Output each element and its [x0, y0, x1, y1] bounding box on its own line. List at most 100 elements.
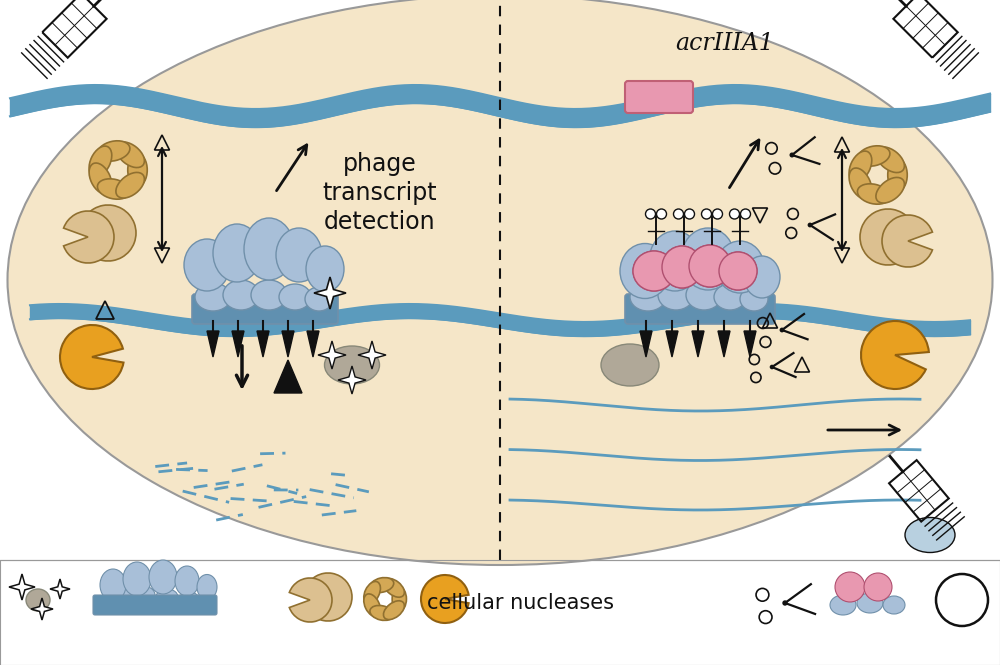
Wedge shape — [64, 211, 114, 263]
Ellipse shape — [179, 592, 199, 606]
Circle shape — [684, 209, 694, 219]
Circle shape — [656, 209, 666, 219]
FancyBboxPatch shape — [625, 294, 775, 324]
Ellipse shape — [195, 283, 231, 311]
Ellipse shape — [857, 184, 890, 204]
Polygon shape — [666, 331, 678, 357]
Ellipse shape — [213, 224, 261, 282]
Ellipse shape — [835, 572, 865, 602]
Circle shape — [702, 209, 712, 219]
Wedge shape — [305, 573, 352, 621]
Ellipse shape — [100, 569, 126, 601]
FancyBboxPatch shape — [93, 595, 217, 615]
Ellipse shape — [857, 146, 890, 166]
Ellipse shape — [714, 284, 746, 310]
Text: cellular nucleases: cellular nucleases — [427, 593, 614, 613]
Ellipse shape — [905, 517, 955, 553]
Polygon shape — [282, 331, 294, 357]
Ellipse shape — [197, 575, 217, 600]
Circle shape — [808, 223, 812, 227]
Ellipse shape — [370, 578, 394, 593]
Ellipse shape — [8, 0, 992, 565]
Polygon shape — [358, 341, 386, 369]
Ellipse shape — [888, 158, 907, 192]
Text: acrIIIA1: acrIIIA1 — [675, 31, 774, 55]
Wedge shape — [289, 578, 332, 622]
Polygon shape — [692, 331, 704, 357]
Ellipse shape — [131, 586, 155, 604]
Circle shape — [712, 209, 722, 219]
Polygon shape — [338, 366, 366, 394]
Ellipse shape — [364, 581, 380, 604]
Ellipse shape — [175, 566, 199, 596]
Ellipse shape — [223, 280, 259, 310]
Circle shape — [783, 601, 787, 605]
Ellipse shape — [116, 172, 144, 198]
Wedge shape — [860, 209, 914, 265]
Ellipse shape — [276, 228, 322, 282]
Wedge shape — [421, 575, 469, 623]
Polygon shape — [640, 331, 652, 357]
Ellipse shape — [876, 178, 904, 203]
Ellipse shape — [689, 245, 731, 287]
Ellipse shape — [633, 251, 675, 291]
Ellipse shape — [744, 256, 780, 298]
Ellipse shape — [649, 231, 701, 291]
Ellipse shape — [633, 251, 675, 291]
Circle shape — [674, 209, 684, 219]
Ellipse shape — [719, 252, 757, 290]
Ellipse shape — [849, 168, 872, 199]
Ellipse shape — [716, 241, 764, 293]
Polygon shape — [318, 341, 346, 369]
Ellipse shape — [857, 593, 883, 613]
Ellipse shape — [689, 245, 731, 287]
Ellipse shape — [306, 246, 344, 292]
Wedge shape — [82, 205, 136, 261]
Ellipse shape — [325, 346, 380, 384]
Circle shape — [740, 209, 750, 219]
FancyBboxPatch shape — [0, 560, 1000, 665]
Ellipse shape — [305, 287, 333, 311]
Ellipse shape — [244, 218, 294, 280]
Polygon shape — [257, 331, 269, 357]
Ellipse shape — [184, 239, 230, 291]
Ellipse shape — [849, 151, 872, 182]
Ellipse shape — [108, 588, 132, 606]
Polygon shape — [9, 574, 35, 600]
Ellipse shape — [686, 280, 722, 310]
Polygon shape — [232, 331, 244, 357]
Wedge shape — [60, 325, 124, 389]
Ellipse shape — [128, 154, 147, 186]
Ellipse shape — [370, 605, 394, 620]
Ellipse shape — [279, 284, 311, 310]
Polygon shape — [274, 360, 302, 393]
Polygon shape — [207, 331, 219, 357]
Ellipse shape — [876, 147, 904, 172]
Ellipse shape — [883, 596, 905, 614]
Polygon shape — [744, 331, 756, 357]
Ellipse shape — [681, 228, 735, 290]
Circle shape — [730, 209, 740, 219]
Wedge shape — [861, 321, 929, 389]
Ellipse shape — [156, 589, 178, 605]
Ellipse shape — [830, 595, 856, 615]
Polygon shape — [718, 331, 730, 357]
Ellipse shape — [97, 179, 130, 200]
Ellipse shape — [662, 246, 702, 288]
Ellipse shape — [658, 280, 694, 310]
Ellipse shape — [116, 142, 144, 168]
Ellipse shape — [364, 594, 380, 616]
Circle shape — [780, 329, 784, 332]
Ellipse shape — [26, 589, 50, 611]
Ellipse shape — [383, 600, 404, 620]
Ellipse shape — [620, 243, 670, 299]
Ellipse shape — [251, 280, 287, 310]
Ellipse shape — [392, 587, 406, 611]
Polygon shape — [31, 598, 53, 620]
Ellipse shape — [740, 287, 768, 311]
Ellipse shape — [662, 246, 702, 288]
Ellipse shape — [89, 146, 112, 177]
Ellipse shape — [719, 252, 757, 290]
Wedge shape — [882, 215, 932, 267]
Ellipse shape — [630, 283, 666, 311]
